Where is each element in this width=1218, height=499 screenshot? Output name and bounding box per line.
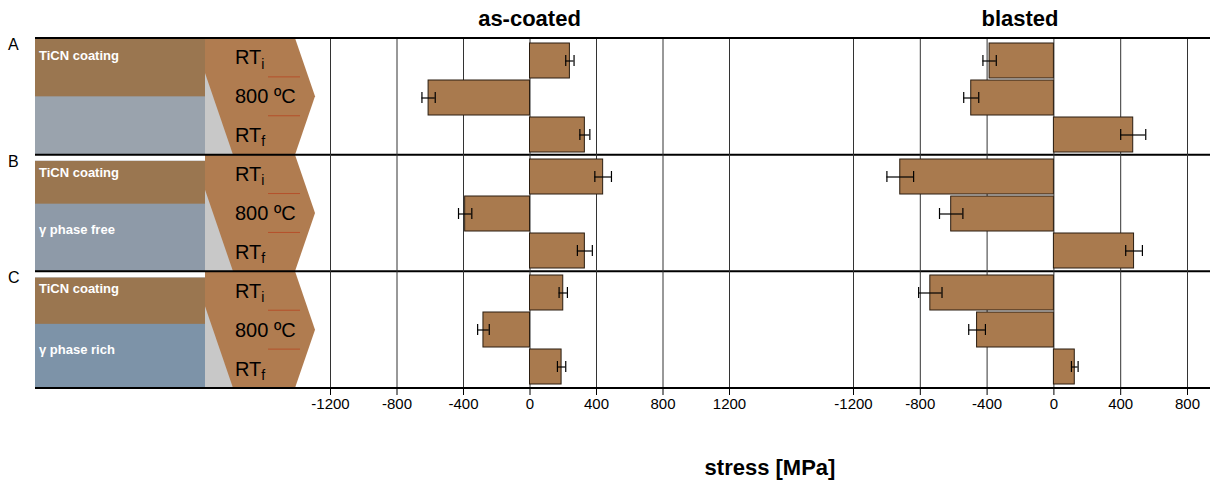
html-text:stress [MPa]: stress [MPa] — [704, 455, 836, 480]
svg-text:RTi: RTi — [235, 163, 264, 188]
svg-text:RTi: RTi — [235, 46, 264, 71]
svg-text:RTf: RTf — [235, 124, 265, 149]
svg-text:800: 800 — [1175, 395, 1200, 412]
svg-text:1200: 1200 — [713, 395, 746, 412]
svg-text:RTi: RTi — [235, 280, 264, 305]
svg-text:γ phase rich: γ phase rich — [39, 342, 115, 357]
svg-text:-1200: -1200 — [834, 395, 872, 412]
svg-text:-800: -800 — [905, 395, 935, 412]
svg-text:-400: -400 — [448, 395, 478, 412]
svg-text:C: C — [8, 269, 20, 286]
html-text:as-coated: as-coated — [478, 6, 581, 31]
svg-text:RTf: RTf — [235, 358, 265, 383]
svg-text:-1200: -1200 — [311, 395, 349, 412]
svg-text:400: 400 — [1108, 395, 1133, 412]
svg-text:800 ºC: 800 ºC — [235, 319, 296, 341]
svg-text:0: 0 — [526, 395, 534, 412]
svg-text:800 ºC: 800 ºC — [235, 202, 296, 224]
svg-text:A: A — [8, 36, 19, 53]
svg-text:RTf: RTf — [235, 241, 265, 266]
svg-text:-800: -800 — [382, 395, 412, 412]
html-text:blasted: blasted — [981, 6, 1059, 31]
svg-text:800: 800 — [650, 395, 675, 412]
svg-text:B: B — [8, 153, 19, 170]
svg-text:0: 0 — [1050, 395, 1058, 412]
svg-text:TiCN coating: TiCN coating — [39, 165, 119, 180]
svg-text:-400: -400 — [972, 395, 1002, 412]
svg-text:TiCN coating: TiCN coating — [39, 48, 119, 63]
svg-text:800 ºC: 800 ºC — [235, 85, 296, 107]
svg-text:TiCN coating: TiCN coating — [39, 281, 119, 296]
svg-text:γ phase free: γ phase free — [39, 222, 115, 237]
svg-text:400: 400 — [584, 395, 609, 412]
